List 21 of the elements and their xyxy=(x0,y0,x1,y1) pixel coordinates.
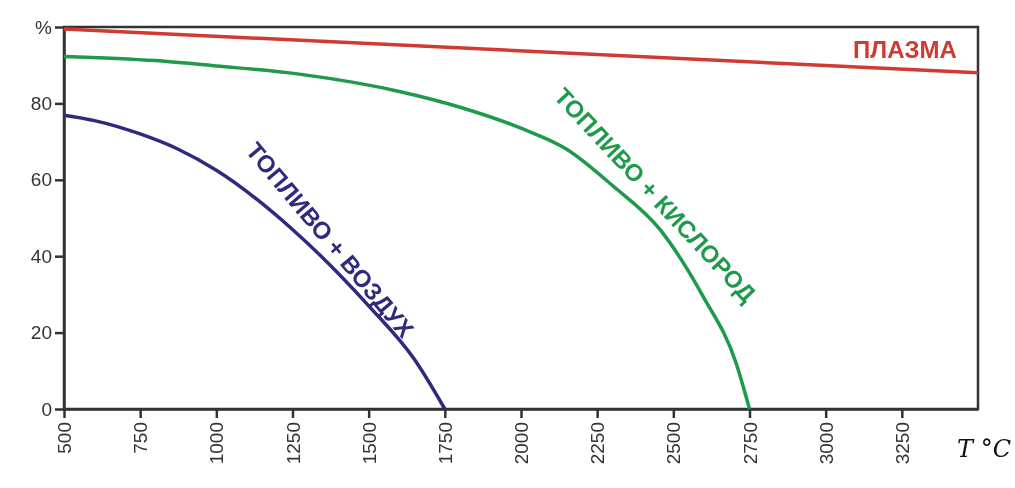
x-tick-label: 500 xyxy=(54,422,76,454)
x-tick-label: 1250 xyxy=(282,422,304,465)
x-tick-label: 2250 xyxy=(587,422,609,465)
x-tick-label: 3000 xyxy=(815,422,837,465)
x-tick-label: 750 xyxy=(130,422,152,454)
x-tick-label: 1000 xyxy=(206,422,228,465)
x-tick-label: 1500 xyxy=(358,422,380,465)
y-tick-label: 20 xyxy=(30,322,52,344)
x-tick-label: 3250 xyxy=(891,422,913,465)
y-tick-label: 40 xyxy=(30,245,52,267)
series-label: ПЛАЗМА xyxy=(853,36,957,64)
y-tick-label: 80 xyxy=(30,92,52,114)
x-tick-label: 1750 xyxy=(434,422,456,465)
x-tick-label: 2500 xyxy=(663,422,685,465)
y-tick-label: 0 xyxy=(41,398,52,420)
y-tick-label: % xyxy=(35,16,53,38)
x-tick-label: 2750 xyxy=(739,422,761,465)
y-tick-label: 60 xyxy=(30,169,52,191)
x-axis-title: T °C xyxy=(957,435,1011,463)
x-tick-label: 2000 xyxy=(511,422,533,465)
line-series xyxy=(62,113,447,411)
